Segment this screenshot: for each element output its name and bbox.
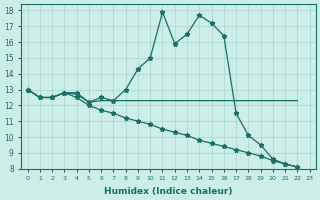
X-axis label: Humidex (Indice chaleur): Humidex (Indice chaleur)	[104, 187, 233, 196]
